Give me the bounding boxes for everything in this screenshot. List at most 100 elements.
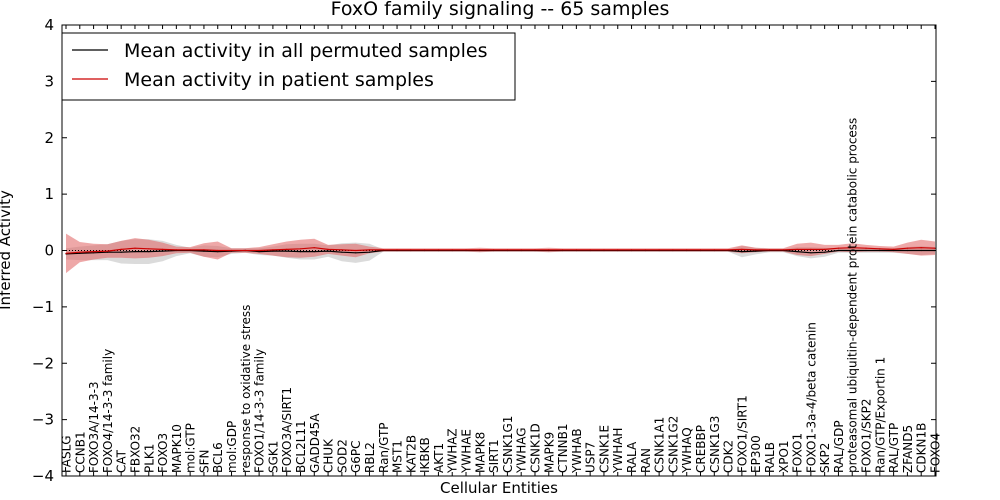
point-patient <box>796 248 798 250</box>
point-permuted <box>313 251 315 253</box>
y-tick-label: −4 <box>32 467 54 485</box>
point-patient <box>355 249 357 252</box>
point-permuted <box>341 251 343 253</box>
point-patient <box>630 249 633 251</box>
point-patient <box>562 249 564 251</box>
x-tick-label: FASLG <box>60 435 74 473</box>
point-patient <box>865 247 867 249</box>
x-tick-label: FOXO1/SKP2 <box>860 398 874 473</box>
y-tick-label: 4 <box>44 16 54 34</box>
point-patient <box>410 249 412 251</box>
x-tick-label: CSNK1E <box>598 425 612 473</box>
point-patient <box>575 249 578 251</box>
x-tick-label: CSNK1G2 <box>666 416 680 473</box>
x-tick-label: YWHAH <box>611 428 625 474</box>
x-tick-label: SKP2 <box>818 443 832 473</box>
point-patient <box>920 247 922 249</box>
point-permuted <box>134 251 136 253</box>
point-patient <box>520 249 522 251</box>
point-patient <box>313 247 315 249</box>
x-tick-label: EP300 <box>749 435 763 473</box>
x-tick-label: CREBBP <box>694 425 708 473</box>
point-patient <box>327 248 329 250</box>
y-tick-label: 2 <box>44 129 54 147</box>
point-patient <box>548 249 550 251</box>
band-patient <box>66 233 935 274</box>
point-patient <box>479 249 481 251</box>
x-tick-label: CSNK1D <box>529 423 543 473</box>
point-permuted <box>824 251 826 253</box>
point-patient <box>93 251 95 253</box>
x-tick-label: FOXO1/SIRT1 <box>735 395 749 473</box>
point-permuted <box>327 250 329 252</box>
point-patient <box>106 250 108 252</box>
point-permuted <box>810 252 812 254</box>
point-patient <box>893 248 895 250</box>
y-tick-label: −1 <box>32 298 54 316</box>
point-patient <box>713 249 715 251</box>
point-patient <box>741 248 743 250</box>
point-permuted <box>906 249 909 252</box>
x-tick-label: GADD45A <box>308 413 322 473</box>
legend-label-patient: Mean activity in patient samples <box>124 69 434 91</box>
point-patient <box>382 249 384 251</box>
point-patient <box>120 248 122 250</box>
x-tick-label: ZFAND5 <box>901 425 915 473</box>
x-tick-label: FOXO3A/14-3-3 <box>87 381 101 473</box>
x-tick-label: BCL2L11 <box>294 420 308 473</box>
point-patient <box>203 249 205 251</box>
x-tick-label: proteasomal ubiquitin-dependent protein … <box>846 118 860 473</box>
y-tick-label: −2 <box>32 354 54 372</box>
point-patient <box>768 249 771 251</box>
x-tick-label: XPO1 <box>777 440 791 473</box>
legend-label-permuted: Mean activity in all permuted samples <box>124 40 487 62</box>
point-patient <box>175 249 177 251</box>
point-permuted <box>286 250 288 252</box>
point-patient <box>493 249 495 251</box>
point-permuted <box>217 251 219 253</box>
point-patient <box>189 249 191 251</box>
x-tick-label: SOD2 <box>335 439 349 473</box>
x-axis-ticks: FASLG CCNB1 FOXO3A/14-3-3 FOXO4/14-3-3 fami… <box>60 25 943 476</box>
point-patient <box>368 249 371 251</box>
x-tick-label: YWHAE <box>460 429 474 474</box>
point-patient <box>617 249 619 251</box>
x-tick-label: FOXO4/14-3-3 family <box>101 349 115 473</box>
point-patient <box>396 249 398 251</box>
point-permuted <box>258 251 260 253</box>
x-tick-label: FOXO3 <box>156 433 170 473</box>
point-permuted <box>851 249 853 252</box>
x-tick-label: RALA <box>625 441 639 473</box>
point-permuted <box>796 251 798 253</box>
x-tick-label: YWHAG <box>515 427 529 474</box>
x-tick-label: MAPK8 <box>473 432 487 473</box>
point-permuted <box>79 252 81 254</box>
x-tick-label: MAPK9 <box>542 432 556 473</box>
legend-box <box>61 32 516 101</box>
point-patient <box>755 249 757 251</box>
x-tick-label: AKT1 <box>432 443 446 473</box>
x-tick-label: MST1 <box>391 440 405 473</box>
series-lines <box>65 247 936 255</box>
x-tick-label: CSNK1G3 <box>708 416 722 473</box>
point-patient <box>686 249 688 251</box>
point-patient <box>672 249 674 251</box>
point-permuted <box>355 252 357 254</box>
x-tick-label: SIRT1 <box>487 439 501 473</box>
point-patient <box>824 248 826 250</box>
legend: Mean activity in all permuted samples Me… <box>61 32 516 101</box>
x-tick-label: G6PC <box>349 440 363 473</box>
point-patient <box>810 248 812 250</box>
x-tick-label: FOXO1-3a-4/beta catenin <box>804 322 818 473</box>
point-patient <box>79 251 81 253</box>
x-tick-label: Ran/GTP/Exportin 1 <box>873 357 887 473</box>
point-patient <box>424 249 426 251</box>
x-tick-label: CCNB1 <box>73 431 87 473</box>
point-permuted <box>203 250 205 252</box>
chart-title: FoxO family signaling -- 65 samples <box>331 0 670 20</box>
x-tick-label: CHUK <box>322 438 336 473</box>
point-patient <box>230 249 233 252</box>
x-tick-label: FOXO3A/SIRT1 <box>280 387 294 473</box>
point-permuted <box>272 250 274 252</box>
y-tick-label: 3 <box>44 72 54 90</box>
